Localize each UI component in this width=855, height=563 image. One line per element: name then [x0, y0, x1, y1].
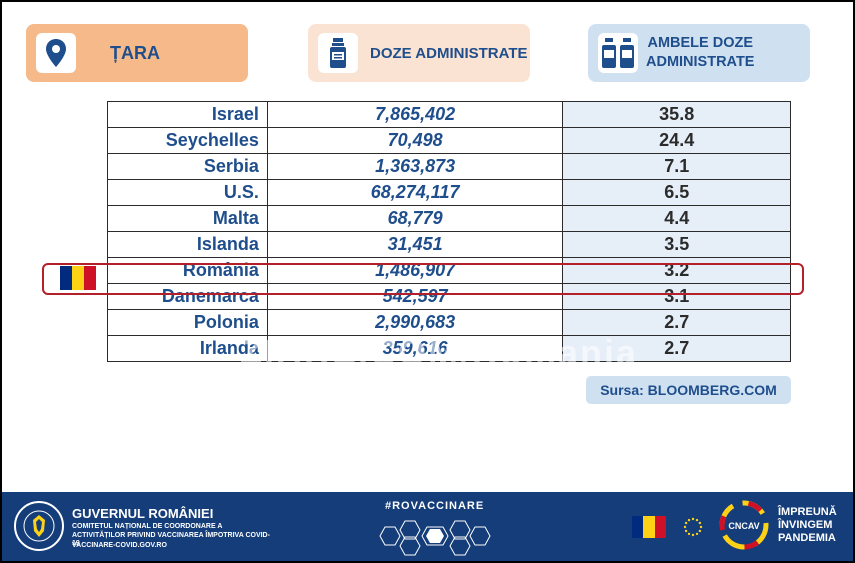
eu-stars-icon: [678, 516, 708, 538]
both-doses-cell: 3.1: [562, 283, 791, 310]
header-doses: DOZE ADMINISTRATE: [308, 24, 530, 82]
table-row: Serbia 1,363,873 7.1: [107, 153, 791, 180]
table-row: Seychelles 70,498 24.4: [107, 127, 791, 154]
doses-cell: 70,498: [266, 127, 564, 154]
table-row: Polonia 2,990,683 2.7: [107, 309, 791, 336]
header-both-doses-line2: ADMINISTRATE: [646, 54, 755, 70]
government-title: GUVERNUL ROMÂNIEI: [72, 506, 214, 521]
slogan-line2: ÎNVINGEM: [778, 519, 833, 531]
doses-cell: 31,451: [266, 231, 564, 258]
both-doses-cell: 4.4: [562, 205, 791, 232]
vaccination-url: VACCINARE-COVID.GOV.RO: [72, 542, 167, 549]
doses-cell: 68,274,117: [266, 179, 564, 206]
header-country-label: ȚARA: [110, 42, 160, 63]
doses-cell: 1,363,873: [266, 153, 564, 180]
both-doses-cell: 6.5: [562, 179, 791, 206]
both-doses-cell: 2.7: [562, 335, 791, 362]
table-row: România 1,486,907 3.2: [107, 257, 791, 284]
country-cell: Irlanda: [107, 335, 268, 362]
location-pin-icon: [36, 33, 76, 73]
header-country: ȚARA: [26, 24, 248, 82]
doses-cell: 7,865,402: [266, 101, 564, 128]
both-doses-cell: 2.7: [562, 309, 791, 336]
both-doses-cell: 7.1: [562, 153, 791, 180]
cncav-logo-icon: CNCAV: [719, 500, 769, 550]
romania-flag-icon: [60, 266, 96, 290]
vaccination-table: Israel 7,865,402 35.8 Seychelles 70,498 24.4 S…: [107, 101, 791, 362]
hashtag: #ROVACCINARE: [385, 500, 485, 512]
both-doses-cell: 24.4: [562, 127, 791, 154]
hexagon-icons-cluster: [379, 520, 491, 556]
doses-cell: 2,990,683: [266, 309, 564, 336]
both-doses-cell: 3.5: [562, 231, 791, 258]
header-both-doses-label: AMBELE DOZE ADMINISTRATE: [646, 34, 754, 72]
footer: GUVERNUL ROMÂNIEI COMITETUL NAȚIONAL DE …: [2, 492, 853, 561]
country-cell: U.S.: [107, 179, 268, 206]
slogan-line3: PANDEMIA: [778, 532, 836, 544]
two-vials-icon: [598, 33, 638, 73]
slogan: ÎMPREUNĂ ÎNVINGEM PANDEMIA: [778, 506, 837, 545]
government-emblem-icon: [14, 501, 64, 551]
both-doses-cell: 3.2: [562, 257, 791, 284]
doses-cell: 68,779: [266, 205, 564, 232]
doses-cell: 359,616: [266, 335, 564, 362]
header-both-doses-line1: AMBELE DOZE: [647, 35, 753, 51]
country-cell: Polonia: [107, 309, 268, 336]
source-label: Sursa: BLOOMBERG.COM: [586, 376, 791, 404]
country-cell: Danemarca: [107, 283, 268, 310]
svg-text:CNCAV: CNCAV: [728, 521, 759, 531]
doses-cell: 542,597: [266, 283, 564, 310]
doses-cell: 1,486,907: [266, 257, 564, 284]
country-cell: Malta: [107, 205, 268, 232]
country-cell: Seychelles: [107, 127, 268, 154]
country-cell: România: [107, 257, 268, 284]
header-both-doses: AMBELE DOZE ADMINISTRATE: [588, 24, 810, 82]
country-cell: Serbia: [107, 153, 268, 180]
header-doses-label: DOZE ADMINISTRATE: [370, 44, 528, 62]
government-committee: COMITETUL NAȚIONAL DE COORDONARE A ACTIV…: [72, 523, 270, 547]
table-row: Israel 7,865,402 35.8: [107, 101, 791, 128]
footer-romania-flag-icon: [632, 516, 666, 538]
vaccine-vial-icon: [318, 33, 358, 73]
table-row: U.S. 68,274,117 6.5: [107, 179, 791, 206]
country-cell: Israel: [107, 101, 268, 128]
table-row: Irlanda 359,616 2.7: [107, 335, 791, 362]
table-row: Malta 68,779 4.4: [107, 205, 791, 232]
country-cell: Islanda: [107, 231, 268, 258]
table-row: Islanda 31,451 3.5: [107, 231, 791, 258]
both-doses-cell: 35.8: [562, 101, 791, 128]
table-row: Danemarca 542,597 3.1: [107, 283, 791, 310]
slogan-line1: ÎMPREUNĂ: [778, 506, 837, 518]
